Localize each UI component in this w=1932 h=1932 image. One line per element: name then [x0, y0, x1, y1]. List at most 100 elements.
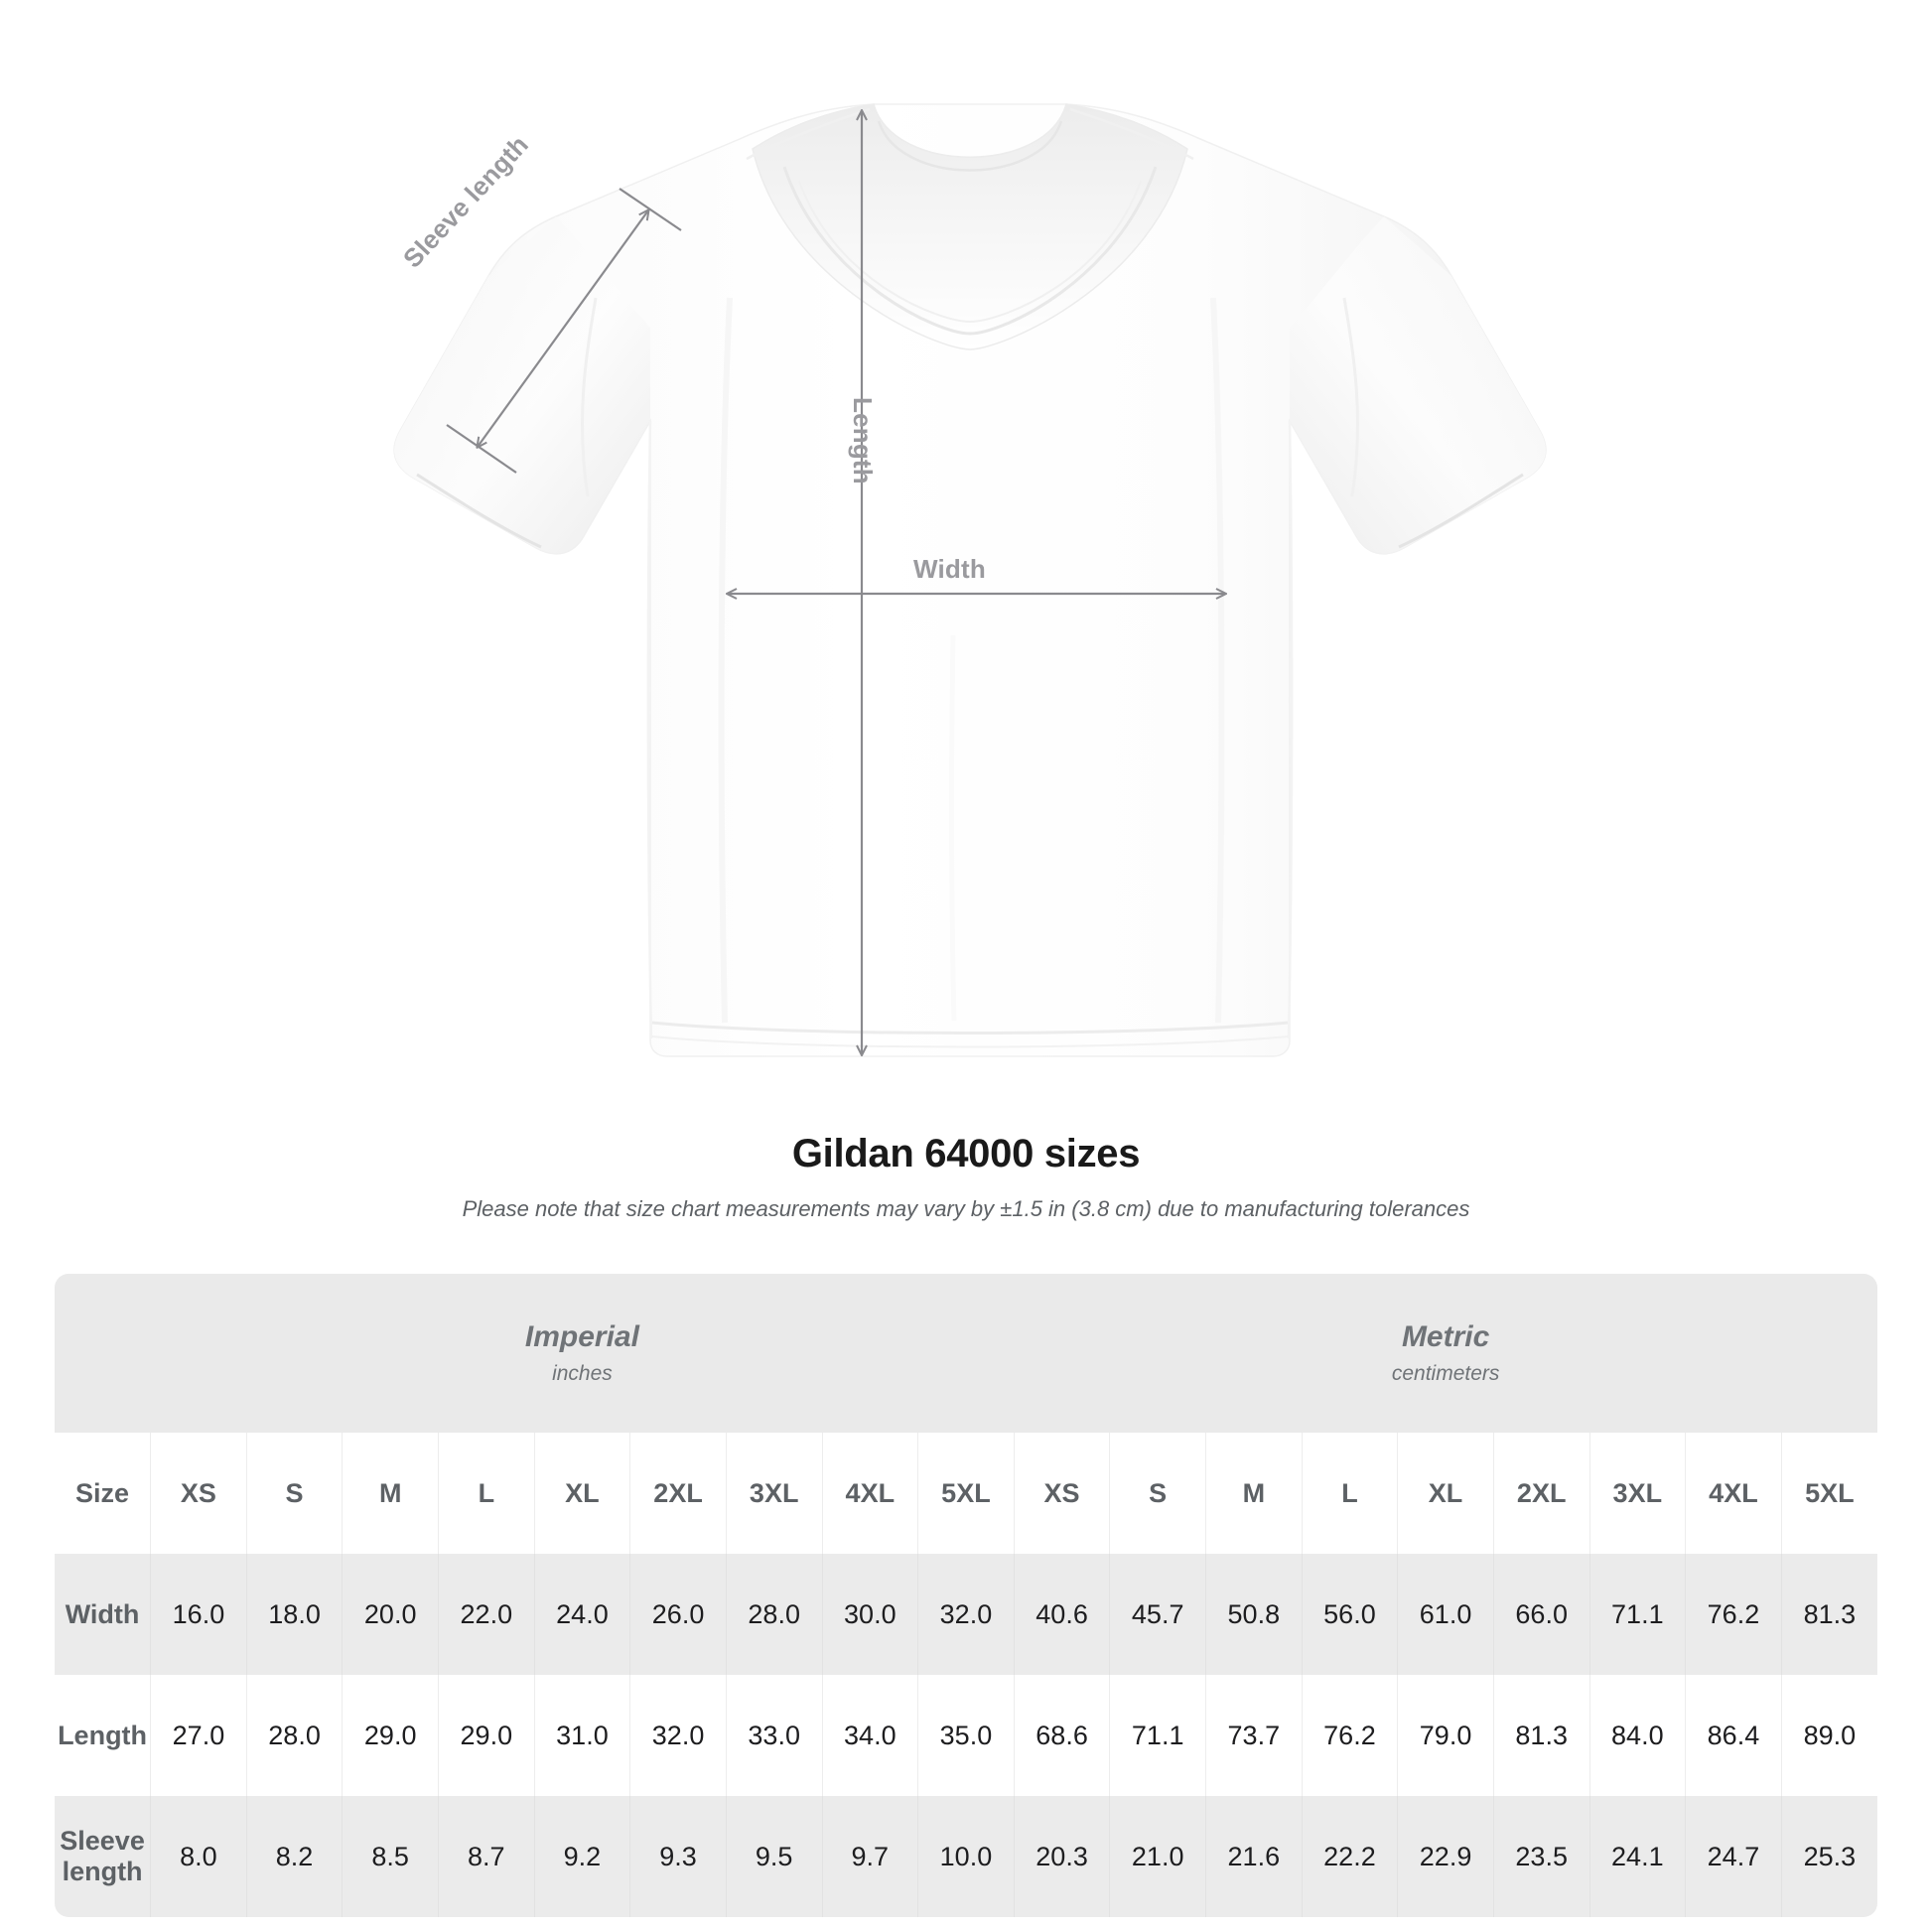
cell-value: 21.0	[1131, 1841, 1184, 1871]
cell-value: 33.0	[748, 1720, 800, 1750]
cell-value: 31.0	[556, 1720, 609, 1750]
table-cell: 24.7	[1685, 1796, 1782, 1917]
cell-value: 71.1	[1131, 1720, 1184, 1750]
table-cell: 28.0	[726, 1554, 823, 1675]
cell-value: 66.0	[1515, 1598, 1568, 1629]
size-header-imperial-xl: XL	[534, 1433, 631, 1554]
cell-value: 79.0	[1419, 1720, 1472, 1750]
size-header-metric-xs: XS	[1014, 1433, 1111, 1554]
unit-group-metric: Metric centimeters	[1014, 1274, 1877, 1433]
tshirt-diagram-svg	[393, 103, 1547, 1057]
cell-value: 24.7	[1707, 1841, 1760, 1871]
row-label-cell: Length	[55, 1675, 152, 1796]
size-chart-table: Imperial inches Metric centimeters Size …	[55, 1274, 1877, 1917]
table-cell: 32.0	[917, 1554, 1015, 1675]
cell-value: 23.5	[1515, 1841, 1568, 1871]
table-cell: 68.6	[1014, 1675, 1111, 1796]
table-cell: 10.0	[917, 1796, 1015, 1917]
table-cell: 23.5	[1493, 1796, 1590, 1917]
size-header-label: XL	[565, 1477, 600, 1508]
table-cell: 45.7	[1109, 1554, 1206, 1675]
table-cell: 29.0	[438, 1675, 535, 1796]
size-header-label: 5XL	[1805, 1477, 1855, 1508]
table-cell: 73.7	[1205, 1675, 1303, 1796]
length-label: Length	[848, 397, 878, 484]
cell-value: 25.3	[1803, 1841, 1857, 1871]
cell-value: 29.0	[363, 1720, 417, 1750]
table-cell: 81.3	[1493, 1675, 1590, 1796]
cell-value: 30.0	[844, 1598, 897, 1629]
table-cell: 8.2	[246, 1796, 344, 1917]
size-header-metric-m: M	[1205, 1433, 1303, 1554]
size-header-label: S	[285, 1477, 304, 1508]
table-cell: 56.0	[1302, 1554, 1399, 1675]
row-label-cell: Width	[55, 1554, 152, 1675]
cell-value: 9.3	[659, 1841, 697, 1871]
size-header-metric-4xl: 4XL	[1685, 1433, 1782, 1554]
table-cell: 66.0	[1493, 1554, 1590, 1675]
table-cell: 9.5	[726, 1796, 823, 1917]
unit-group-metric-name: Metric	[1401, 1319, 1490, 1353]
size-header-label: XL	[1428, 1477, 1463, 1508]
size-header-metric-xl: XL	[1397, 1433, 1494, 1554]
cell-value: 21.6	[1227, 1841, 1281, 1871]
cell-value: 81.3	[1515, 1720, 1568, 1750]
cell-value: 9.7	[851, 1841, 890, 1871]
table-cell: 8.0	[150, 1796, 247, 1917]
table-cell: 27.0	[150, 1675, 247, 1796]
table-cell: 79.0	[1397, 1675, 1494, 1796]
table-cell: 9.2	[534, 1796, 631, 1917]
size-header-label: XS	[180, 1477, 216, 1508]
cell-value: 8.5	[371, 1841, 409, 1871]
table-cell: 30.0	[822, 1554, 919, 1675]
cell-value: 27.0	[172, 1720, 225, 1750]
size-header-label: XS	[1043, 1477, 1080, 1508]
cell-value: 50.8	[1227, 1598, 1281, 1629]
cell-value: 89.0	[1803, 1720, 1857, 1750]
measurement-arrows	[446, 111, 1225, 1054]
table-cell: 76.2	[1685, 1554, 1782, 1675]
cell-value: 28.0	[748, 1598, 800, 1629]
table-cell: 84.0	[1589, 1675, 1687, 1796]
row-label: Width	[65, 1598, 140, 1629]
table-cell: 76.2	[1302, 1675, 1399, 1796]
size-header-imperial-2xl: 2XL	[629, 1433, 727, 1554]
table-cell: 18.0	[246, 1554, 344, 1675]
cell-value: 40.6	[1035, 1598, 1088, 1629]
size-header-row: Size XS S M L XL 2XL 3XL 4XL 5XL XS S M L XL 2XL 3XL 4XL…	[55, 1433, 1877, 1554]
sleeve-arrow	[478, 210, 648, 447]
cell-value: 10.0	[939, 1841, 993, 1871]
cell-value: 71.1	[1611, 1598, 1664, 1629]
size-corner-label: Size	[75, 1477, 130, 1508]
cell-value: 9.5	[755, 1841, 793, 1871]
table-cell: 71.1	[1589, 1554, 1687, 1675]
size-header-metric-s: S	[1109, 1433, 1206, 1554]
tolerance-note: Please note that size chart measurements…	[462, 1196, 1470, 1221]
cell-value: 76.2	[1323, 1720, 1376, 1750]
size-header-label: 2XL	[653, 1477, 703, 1508]
size-header-label: 4XL	[845, 1477, 896, 1508]
unit-group-imperial-sub: inches	[552, 1362, 613, 1386]
table-cell: 32.0	[629, 1675, 727, 1796]
cell-value: 81.3	[1803, 1598, 1857, 1629]
table-cell: 22.9	[1397, 1796, 1494, 1917]
cell-value: 18.0	[268, 1598, 321, 1629]
sleeve-tick-bottom	[446, 424, 517, 474]
cell-value: 24.1	[1611, 1841, 1664, 1871]
size-header-metric-3xl: 3XL	[1589, 1433, 1687, 1554]
cell-value: 9.2	[563, 1841, 602, 1871]
cell-value: 16.0	[172, 1598, 225, 1629]
table-cell: 71.1	[1109, 1675, 1206, 1796]
table-cell: 21.6	[1205, 1796, 1303, 1917]
table-cell: 22.0	[438, 1554, 535, 1675]
table-cell: 20.3	[1014, 1796, 1111, 1917]
table-cell: 40.6	[1014, 1554, 1111, 1675]
size-header-label: S	[1149, 1477, 1168, 1508]
size-header-label: 4XL	[1709, 1477, 1758, 1508]
table-cell: 81.3	[1781, 1554, 1877, 1675]
cell-value: 22.2	[1323, 1841, 1376, 1871]
sleeve-tick-top	[619, 188, 682, 231]
cell-value: 76.2	[1707, 1598, 1760, 1629]
cell-value: 61.0	[1419, 1598, 1472, 1629]
row-label: Length	[58, 1720, 148, 1750]
